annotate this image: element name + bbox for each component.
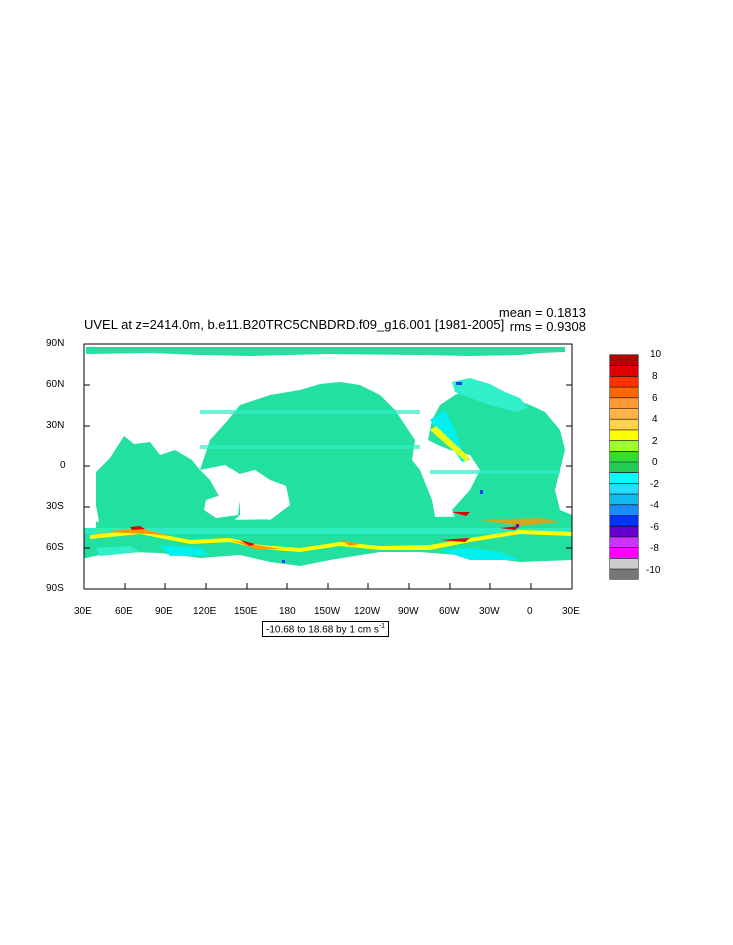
x-tick-90w: 90W xyxy=(398,606,419,617)
contour-range-box: -10.68 to 18.68 by 1 cm s-1 xyxy=(262,621,390,638)
colorbar-label-8: 8 xyxy=(652,371,658,382)
australia-land xyxy=(240,470,290,520)
y-tick-30n: 30N xyxy=(46,420,65,431)
y-tick-marks xyxy=(83,343,573,590)
colorbar-label-neg2: -2 xyxy=(650,479,659,490)
colorbar xyxy=(609,354,639,580)
atlantic-ocean xyxy=(428,388,572,525)
x-tick-30e-right: 30E xyxy=(562,606,580,617)
colorbar-label-neg8: -8 xyxy=(650,543,659,554)
colorbar-label-0: 0 xyxy=(652,457,658,468)
y-tick-60n: 60N xyxy=(46,379,65,390)
y-tick-90s: 90S xyxy=(46,583,64,594)
x-tick-30e: 30E xyxy=(74,606,92,617)
x-tick-0: 0 xyxy=(527,606,533,617)
ocean-field xyxy=(84,347,572,566)
indian-ocean xyxy=(96,436,240,528)
mean-label: mean = 0.1813 xyxy=(498,305,586,320)
colorbar-label-6: 6 xyxy=(652,393,658,404)
x-tick-180: 180 xyxy=(279,606,296,617)
colorbar-label-4: 4 xyxy=(652,414,658,425)
colorbar-label-neg6: -6 xyxy=(650,522,659,533)
arctic-ocean xyxy=(86,347,565,356)
labrador-sea xyxy=(452,378,528,412)
y-tick-30s: 30S xyxy=(46,501,64,512)
contour-range-text: -10.68 to 18.68 by 1 cm s xyxy=(266,624,379,636)
y-tick-60s: 60S xyxy=(46,542,64,553)
x-tick-120e: 120E xyxy=(193,606,217,617)
colorbar-label-2: 2 xyxy=(652,436,658,447)
plot-title: UVEL at z=2414.0m, b.e11.B20TRC5CNBDRD.f… xyxy=(84,317,505,332)
colorbar-label-10: 10 xyxy=(650,349,662,360)
x-tick-60w: 60W xyxy=(439,606,460,617)
pacific-ocean xyxy=(200,382,436,526)
colorbar-label-neg10: -10 xyxy=(646,565,661,576)
colorbar-label-neg4: -4 xyxy=(650,500,659,511)
x-tick-90e: 90E xyxy=(155,606,173,617)
contour-range-unit-exponent: -1 xyxy=(378,623,386,630)
y-tick-90n: 90N xyxy=(46,338,65,349)
y-tick-0: 0 xyxy=(60,460,66,471)
x-tick-60e: 60E xyxy=(115,606,133,617)
x-tick-150e: 150E xyxy=(234,606,258,617)
x-tick-120w: 120W xyxy=(354,606,381,617)
rms-label: rms = 0.9308 xyxy=(509,319,586,334)
x-tick-150w: 150W xyxy=(314,606,341,617)
x-tick-30w: 30W xyxy=(479,606,500,617)
